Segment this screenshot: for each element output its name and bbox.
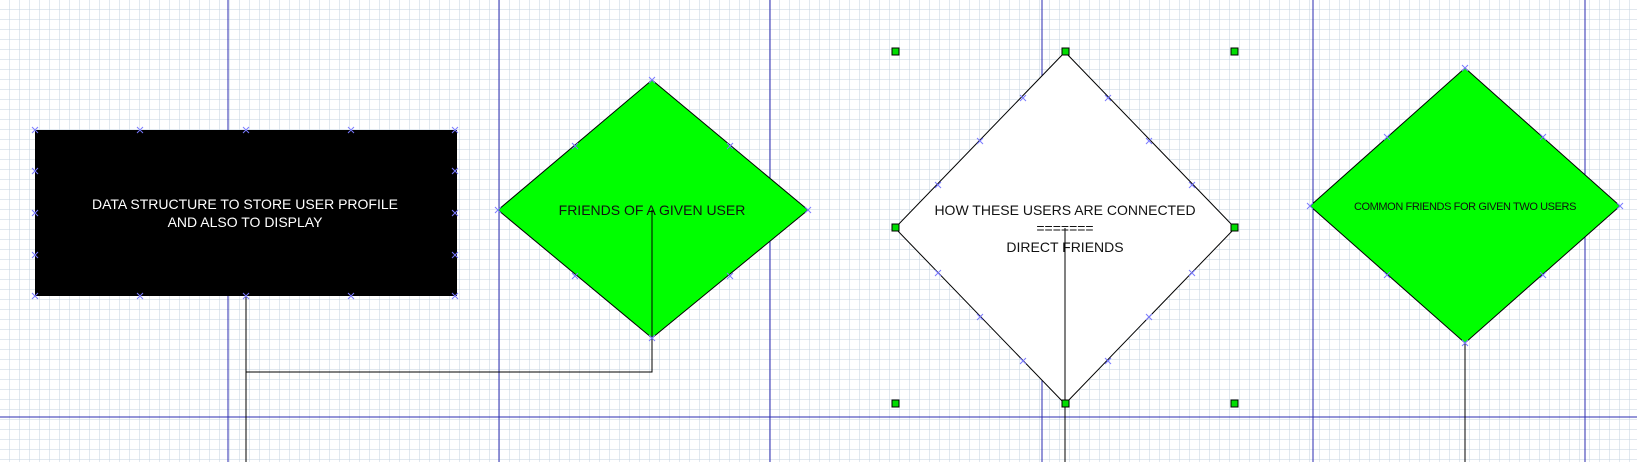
rect-label-line1: DATA STRUCTURE TO STORE USER PROFILE: [92, 196, 398, 212]
data-structure-rect[interactable]: DATA STRUCTURE TO STORE USER PROFILE AND…: [31, 126, 459, 300]
common-friends-diamond[interactable]: COMMON FRIENDS FOR GIVEN TWO USERS: [1306, 64, 1624, 347]
connection-points: [31, 126, 459, 300]
diamond-label-line2: =======: [1036, 220, 1093, 236]
connection-points: [934, 94, 1196, 365]
resize-handle-ne[interactable]: [1230, 47, 1239, 56]
rect-label-line2: AND ALSO TO DISPLAY: [168, 214, 324, 230]
resize-handle-e[interactable]: [1230, 223, 1239, 232]
selection-handles[interactable]: [891, 47, 1239, 408]
resize-handle-w[interactable]: [891, 223, 900, 232]
diamond-label: COMMON FRIENDS FOR GIVEN TWO USERS: [1354, 201, 1576, 213]
resize-handle-s[interactable]: [1061, 399, 1070, 408]
connection-points: [494, 76, 812, 342]
connection-points: [1306, 64, 1624, 347]
resize-handle-sw[interactable]: [891, 399, 900, 408]
diamond-label-line1: HOW THESE USERS ARE CONNECTED: [934, 202, 1195, 218]
rect-body[interactable]: [35, 130, 457, 296]
resize-handle-nw[interactable]: [891, 47, 900, 56]
how-connected-diamond[interactable]: HOW THESE USERS ARE CONNECTED ======= DI…: [891, 47, 1239, 408]
resize-handle-n[interactable]: [1061, 47, 1070, 56]
resize-handle-se[interactable]: [1230, 399, 1239, 408]
friends-of-user-diamond[interactable]: FRIENDS OF A GIVEN USER: [494, 76, 812, 342]
diamond-label-line3: DIRECT FRIENDS: [1006, 239, 1123, 255]
